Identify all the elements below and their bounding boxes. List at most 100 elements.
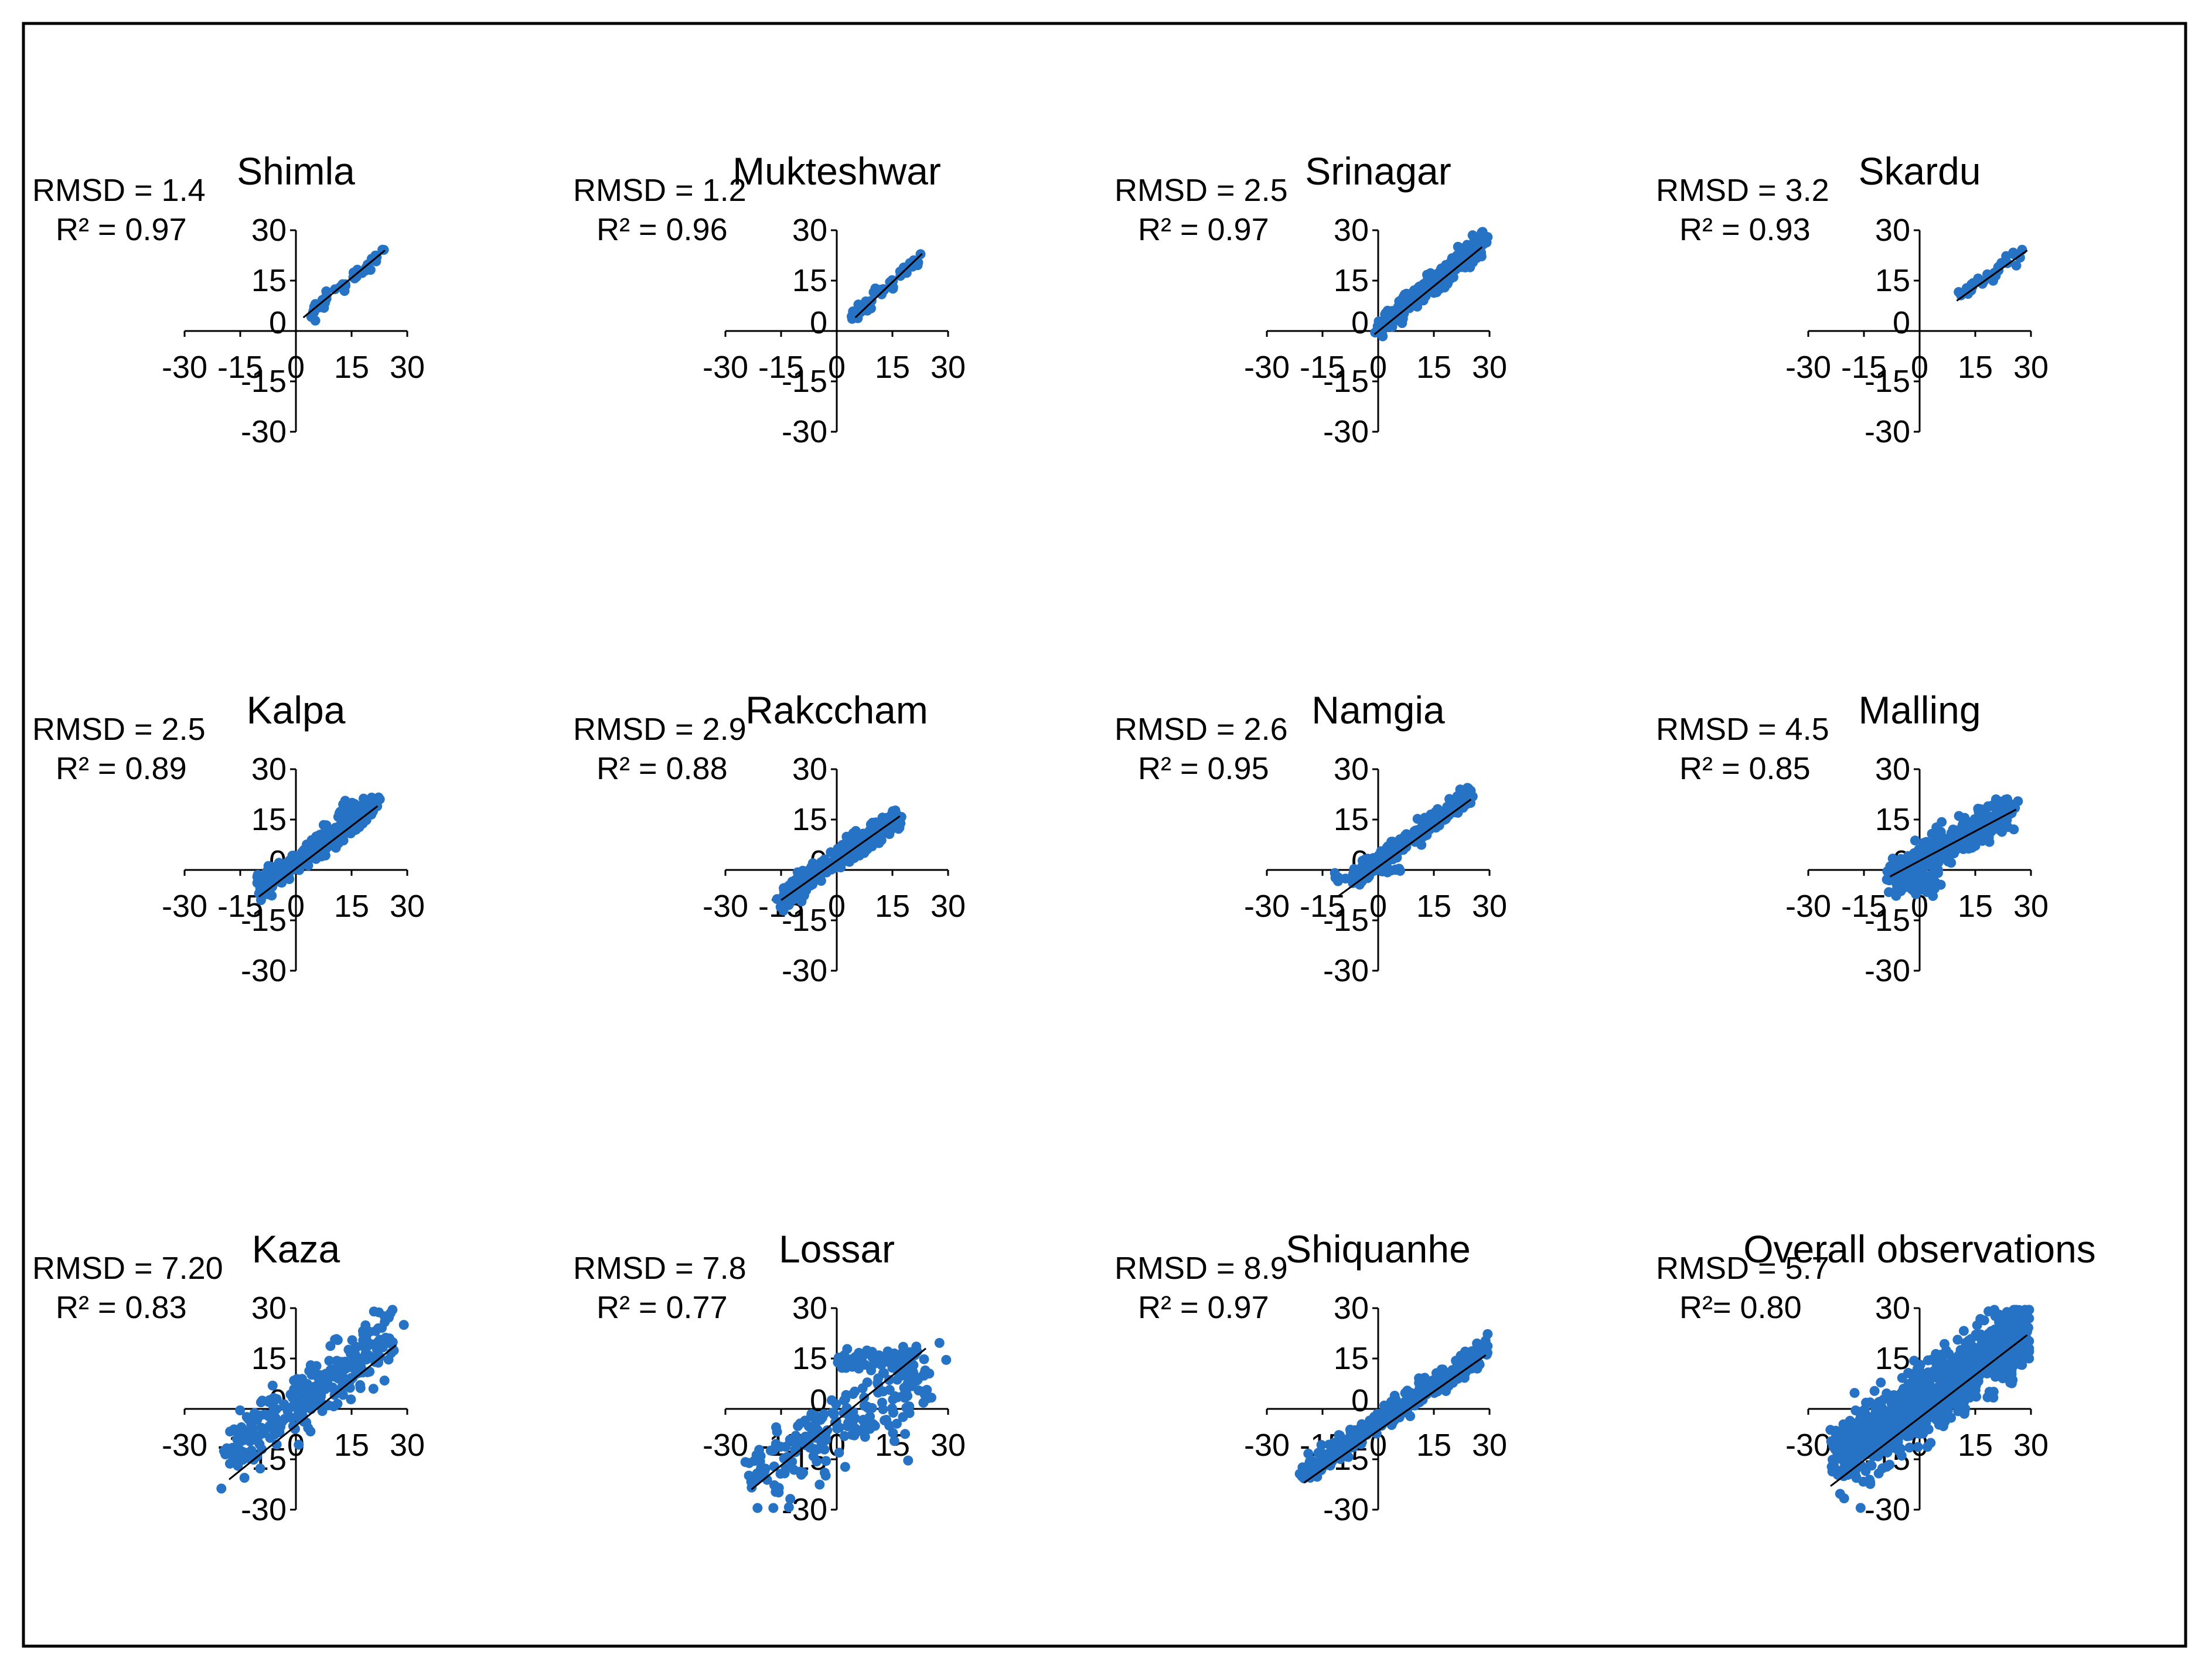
x-tick-label: -15 [1841,889,1887,924]
x-tick-label: 0 [1369,889,1387,924]
rmsd-annotation: RMSD = 2.5 [32,712,206,747]
data-point [822,1425,833,1435]
x-tick-label: -30 [162,350,207,385]
data-point [1348,872,1358,882]
data-point [332,1398,343,1409]
data-point [1916,873,1925,884]
x-tick-label: -15 [217,350,263,385]
data-point [888,1428,898,1438]
data-point [858,1415,868,1426]
rmsd-annotation: RMSD = 7.20 [32,1251,223,1286]
rmsd-annotation: RMSD = 2.6 [1114,712,1288,747]
data-point [1395,834,1405,845]
x-tick-label: 0 [828,350,846,385]
data-point [239,1473,250,1483]
data-point [783,900,794,910]
data-point [288,1421,298,1431]
data-point [1850,1471,1861,1482]
data-point [1841,1422,1852,1432]
data-point [1931,1415,1942,1425]
x-tick-label: -15 [1841,350,1887,385]
data-point [2005,1377,2016,1388]
scatter-series [1882,794,2023,901]
x-tick-label: 15 [334,350,369,385]
regression-line [854,253,923,319]
x-tick-label: 30 [2013,889,2049,924]
data-point [252,872,263,882]
data-point [1372,1408,1383,1419]
data-point [1849,1388,1860,1398]
data-point [1334,1430,1344,1441]
chart-panel: Overall observations-30-30-15-1501515303… [1656,1227,2096,1527]
data-point [1941,1378,1952,1388]
r-squared-annotation: R² = 0.83 [56,1290,187,1325]
regression-line [258,805,379,898]
data-point [1913,1442,1923,1452]
data-point [751,1450,762,1460]
data-point [790,1431,801,1441]
y-tick-label: -30 [1323,414,1369,449]
x-tick-label: -30 [1244,1428,1290,1463]
data-point [850,1386,860,1397]
data-point [887,1403,897,1414]
data-point [819,1467,830,1478]
y-tick-label: 0 [1351,1383,1369,1418]
data-point [1902,1430,1913,1441]
data-point [1941,849,1952,860]
data-point [1881,1414,1891,1425]
data-point [1903,1368,1914,1378]
data-point [357,803,367,814]
data-point [324,1356,335,1366]
data-point [1461,1367,1471,1377]
rmsd-annotation: RMSD = 4.5 [1656,712,1829,747]
data-point [848,306,858,317]
data-point [1460,247,1470,258]
data-point [1896,1450,1907,1461]
data-point [1441,1386,1451,1396]
x-tick-label: 30 [931,350,966,385]
data-point [759,1466,770,1477]
data-point [833,1357,843,1368]
data-point [1847,1453,1857,1464]
x-tick-label: 0 [1369,350,1387,385]
data-point [1970,841,1981,851]
data-point [340,281,351,291]
data-point [845,848,856,859]
data-point [1403,1395,1414,1405]
data-point [363,1350,373,1360]
data-point [884,1355,894,1366]
data-point [768,1503,779,1513]
r-squared-annotation: R² = 0.97 [56,212,187,247]
data-point [889,1436,899,1446]
y-tick-label: 0 [810,305,827,340]
data-point [304,1385,314,1395]
data-point [1390,848,1400,858]
data-point [361,262,371,273]
data-point [800,1431,810,1442]
data-point [903,1455,914,1466]
r-squared-annotation: R² = 0.77 [597,1290,728,1325]
chart-title: Namgia [1311,688,1445,732]
rmsd-annotation: RMSD = 7.8 [573,1251,747,1286]
r-squared-annotation: R² = 0.85 [1679,751,1811,786]
data-point [862,844,872,855]
data-point [1965,1350,1975,1360]
x-tick-label: 30 [1472,889,1507,924]
y-tick-label: 30 [1875,1291,1910,1326]
r-squared-annotation: R² = 0.95 [1138,751,1269,786]
y-tick-label: 30 [251,752,287,787]
x-tick-label: 30 [931,889,966,924]
data-point [321,838,332,848]
data-point [803,865,814,876]
data-point [220,1449,231,1460]
data-point [840,1394,851,1404]
data-point [833,844,843,854]
data-point [1957,826,1968,837]
data-point [867,1347,877,1357]
data-point [919,1354,929,1364]
data-point [225,1426,236,1437]
data-point [1855,1503,1866,1513]
data-point [1935,827,1946,837]
